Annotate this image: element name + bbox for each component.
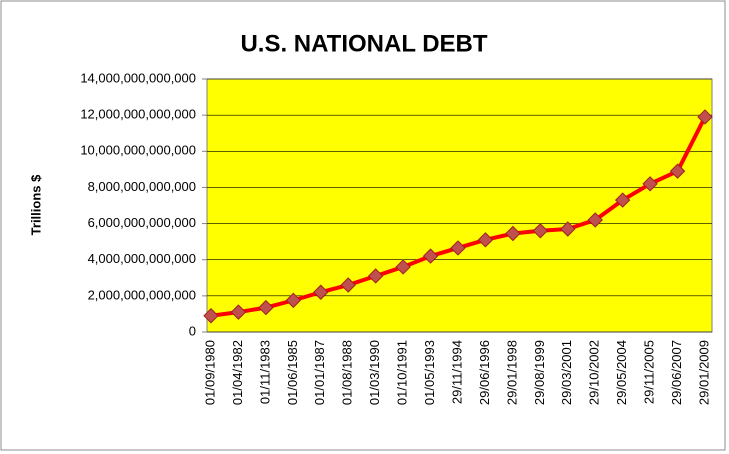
x-tick-label: 29/06/1996: [477, 340, 492, 405]
x-tick-label: 29/11/2005: [642, 340, 657, 404]
chart-title: U.S. NATIONAL DEBT: [240, 30, 487, 57]
x-tick-label: 01/01/1987: [312, 340, 327, 405]
marker: [230, 304, 247, 320]
x-tick-label: 01/10/1991: [395, 340, 410, 405]
marker: [532, 223, 549, 239]
marker: [614, 192, 631, 208]
x-tick-label: 01/03/1990: [367, 340, 382, 405]
marker: [422, 248, 439, 264]
x-tick-label: 01/11/1983: [257, 340, 272, 404]
y-axis-label: Trillions $: [28, 174, 43, 235]
y-tick-label: 2,000,000,000,000: [88, 287, 196, 302]
x-tick-label: 29/08/1999: [532, 340, 547, 405]
x-tick-label: 29/01/2009: [696, 340, 711, 405]
y-tick-label: 8,000,000,000,000: [88, 179, 196, 194]
x-tick-label: 29/10/2002: [587, 340, 602, 405]
marker: [697, 109, 713, 125]
marker: [505, 225, 521, 242]
x-tick-label: 01/08/1988: [340, 340, 355, 405]
x-tick-label: 01/04/1982: [230, 340, 245, 405]
x-tick-label: 01/05/1993: [422, 340, 437, 405]
y-tick-label: 10,000,000,000,000: [80, 143, 196, 158]
x-tick-label: 29/11/1994: [449, 340, 464, 404]
x-tick-label: 29/03/2001: [559, 340, 574, 405]
y-tick-label: 14,000,000,000,000: [80, 70, 196, 85]
x-tick-label: 29/06/2007: [669, 340, 684, 405]
y-tick-label: 12,000,000,000,000: [80, 107, 196, 122]
marker: [313, 284, 329, 300]
y-tick-label: 0: [189, 323, 196, 338]
marker: [450, 240, 466, 256]
x-tick-label: 01/06/1985: [285, 340, 300, 405]
marker: [560, 221, 576, 237]
marker: [203, 308, 219, 324]
y-tick-label: 6,000,000,000,000: [88, 215, 196, 230]
marker: [395, 259, 411, 275]
marker: [367, 268, 384, 284]
marker: [587, 212, 603, 228]
x-tick-label: 01/09/1980: [202, 340, 217, 405]
marker: [477, 232, 494, 248]
marker: [285, 292, 302, 309]
x-tick-label: 29/05/2004: [614, 340, 629, 405]
y-tick-label: 4,000,000,000,000: [88, 251, 196, 266]
marker: [642, 176, 658, 192]
x-tick-label: 29/01/1998: [504, 340, 519, 405]
marker: [669, 163, 686, 179]
marker: [258, 299, 274, 316]
marker: [340, 277, 356, 293]
plot-area: [206, 78, 713, 333]
